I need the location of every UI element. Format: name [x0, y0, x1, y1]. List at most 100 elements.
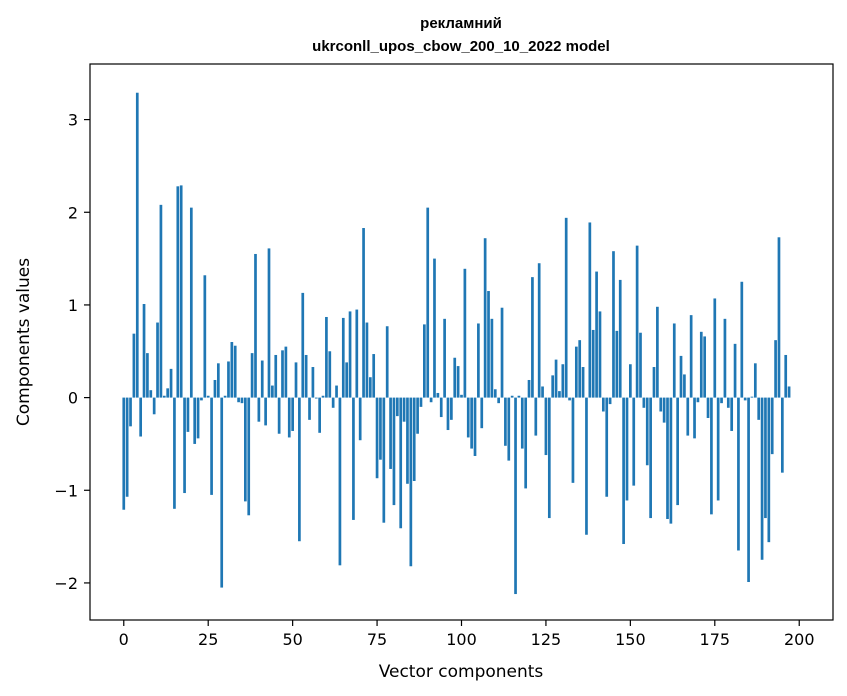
bar-5 [139, 397, 143, 437]
bar-93 [436, 392, 440, 398]
bar-40 [257, 397, 261, 422]
bar-54 [304, 354, 308, 398]
bar-156 [649, 397, 652, 519]
bar-31 [227, 361, 230, 398]
x-axis-label: Vector components [379, 662, 544, 682]
bar-128 [554, 359, 558, 398]
bar-136 [581, 367, 585, 398]
bar-91 [429, 397, 433, 403]
chart-title-line2: ukrconll_upos_cbow_200_10_2022 model [312, 38, 610, 55]
bar-9 [152, 397, 156, 415]
bar-114 [507, 397, 511, 461]
bar-23 [200, 397, 203, 401]
bar-18 [183, 397, 186, 494]
bar-1 [125, 397, 129, 497]
bar-158 [656, 306, 659, 398]
bar-39 [254, 253, 257, 398]
bar-60 [325, 316, 328, 398]
bar-89 [423, 324, 426, 398]
bar-100 [460, 394, 463, 398]
bar-194 [777, 237, 781, 398]
bar-76 [379, 397, 382, 460]
bar-26 [210, 397, 213, 495]
y-tick-label: 0 [68, 389, 78, 408]
bar-142 [601, 397, 605, 412]
bar-7 [146, 353, 149, 398]
bar-29 [220, 397, 224, 588]
bar-15 [173, 397, 176, 509]
bar-10 [156, 322, 159, 398]
bar-96 [446, 397, 450, 431]
bar-104 [473, 397, 477, 456]
bar-166 [683, 374, 686, 398]
bar-22 [196, 397, 200, 439]
bar-182 [737, 397, 740, 551]
bar-32 [230, 342, 234, 398]
bar-27 [213, 379, 217, 398]
bar-16 [176, 186, 180, 398]
bar-133 [571, 397, 575, 483]
bar-13 [166, 388, 170, 398]
bar-78 [385, 326, 389, 398]
bar-115 [510, 395, 514, 398]
bar-185 [747, 397, 750, 583]
bar-45 [274, 354, 278, 398]
bar-20 [189, 207, 193, 398]
bar-121 [531, 277, 534, 398]
bar-191 [767, 397, 771, 543]
bar-43 [267, 248, 271, 398]
bar-140 [595, 271, 598, 398]
bar-120 [527, 379, 531, 398]
bar-3 [132, 333, 136, 398]
x-tick-label: 75 [367, 630, 387, 649]
x-tick-label: 125 [531, 630, 562, 649]
bar-193 [774, 340, 777, 398]
bar-94 [439, 397, 443, 418]
bar-150 [629, 364, 632, 398]
bar-152 [635, 245, 639, 398]
y-tick-label: −1 [54, 481, 78, 500]
bar-57 [314, 397, 318, 399]
bar-177 [720, 397, 723, 404]
bar-80 [392, 397, 396, 506]
y-tick-label: −2 [54, 574, 78, 593]
bar-55 [308, 397, 311, 420]
bar-139 [591, 329, 595, 398]
bar-148 [622, 397, 625, 545]
bar-8 [149, 390, 153, 398]
bar-72 [365, 322, 369, 398]
bar-110 [493, 389, 497, 398]
bar-73 [368, 377, 372, 398]
bar-119 [524, 397, 528, 489]
bar-86 [412, 397, 416, 481]
bar-172 [703, 336, 707, 398]
x-tick-label: 100 [446, 630, 477, 649]
bar-33 [233, 345, 237, 398]
bar-88 [419, 397, 423, 407]
bar-164 [676, 397, 679, 506]
bar-56 [311, 367, 315, 398]
bar-11 [159, 204, 163, 398]
bar-117 [517, 395, 521, 398]
bar-65 [341, 317, 345, 398]
bar-162 [669, 397, 673, 524]
bar-187 [753, 363, 757, 398]
bar-134 [574, 346, 578, 398]
bar-171 [699, 331, 703, 398]
bar-124 [541, 386, 544, 398]
bar-137 [585, 397, 588, 535]
bar-42 [264, 397, 267, 426]
bar-116 [514, 397, 517, 595]
plot-frame [89, 63, 834, 621]
bar-series [122, 92, 791, 595]
bar-151 [632, 397, 636, 486]
bar-12 [162, 395, 166, 398]
bar-85 [409, 397, 413, 567]
y-tick-label: 1 [68, 296, 78, 315]
y-axis-label: Components values [14, 258, 34, 426]
bar-127 [551, 375, 555, 398]
y-axis-ticks: −2 −1 0 1 2 3 [54, 111, 90, 593]
bar-63 [335, 385, 338, 398]
bar-159 [659, 397, 663, 412]
